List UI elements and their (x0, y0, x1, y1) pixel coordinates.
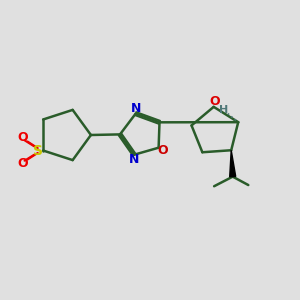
Text: O: O (18, 157, 28, 169)
Text: S: S (33, 143, 43, 158)
Text: O: O (210, 95, 220, 108)
Text: O: O (157, 144, 167, 157)
Text: O: O (18, 131, 28, 144)
Text: N: N (130, 102, 141, 115)
Polygon shape (230, 150, 236, 177)
Text: N: N (128, 153, 139, 166)
Text: H: H (219, 105, 228, 115)
